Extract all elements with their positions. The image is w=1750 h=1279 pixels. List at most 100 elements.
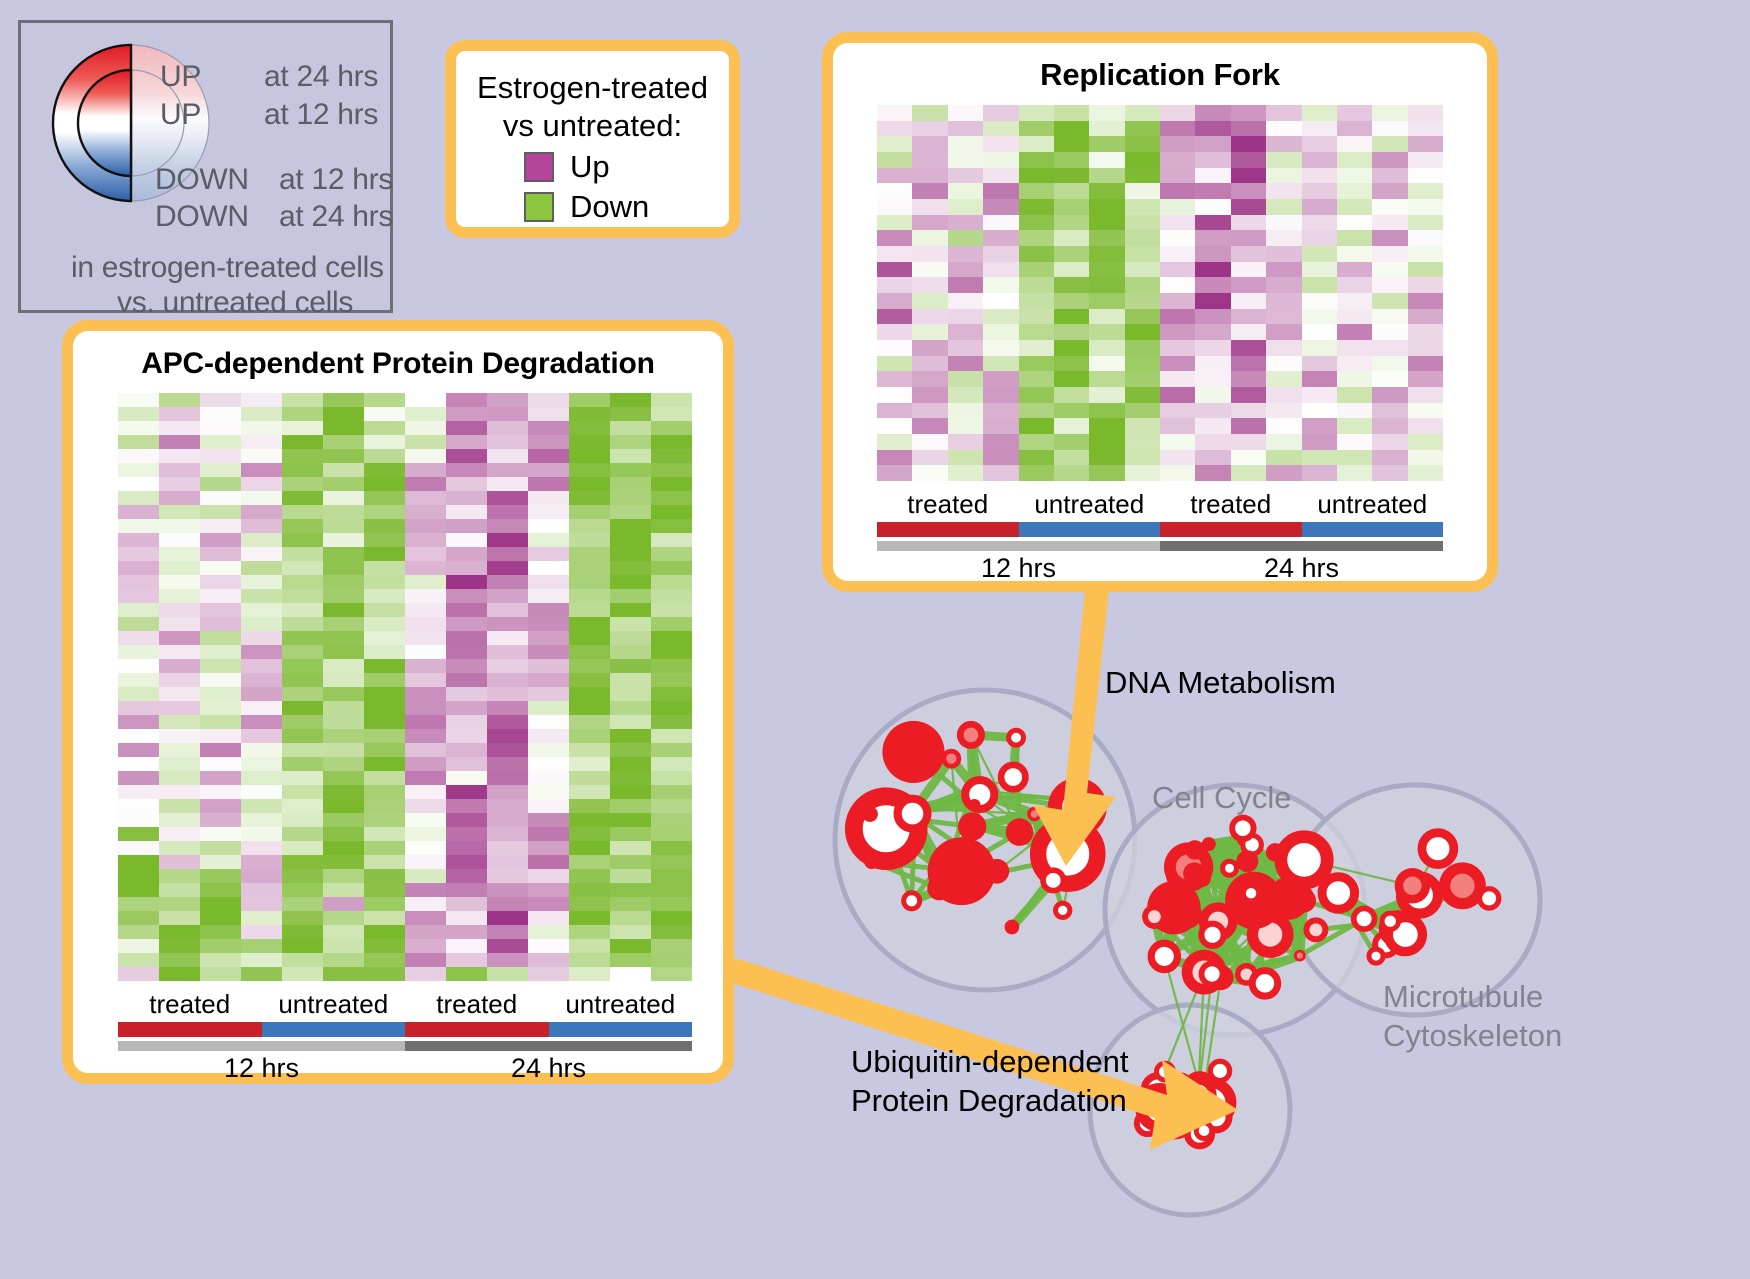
apc-annotations: treated untreated treated untreated 12 h…: [118, 989, 692, 1084]
heatmap-cell: [1124, 434, 1160, 450]
heatmap-cell: [983, 371, 1019, 387]
heatmap-cell: [912, 230, 948, 246]
heatmap-cell: [241, 575, 282, 589]
heatmap-cell: [877, 293, 913, 309]
rf-group-1: untreated: [1034, 489, 1145, 519]
heatmap-cell: [446, 449, 487, 463]
heatmap-cell: [610, 687, 651, 701]
heatmap-cell: [323, 813, 364, 827]
heatmap-cell: [1195, 293, 1231, 309]
heatmap-cell: [1160, 277, 1196, 293]
heatmap-cell: [1018, 434, 1054, 450]
heatmap-cell: [569, 869, 610, 883]
heatmap-cell: [200, 869, 241, 883]
heatmap-cell: [651, 659, 692, 673]
heatmap-cell: [241, 631, 282, 645]
apc-title: APC-dependent Protein Degradation: [141, 347, 655, 380]
heatmap-cell: [610, 645, 651, 659]
heatmap-cell: [1195, 402, 1231, 419]
heatmap-cell: [947, 355, 984, 372]
heatmap-cell: [241, 869, 282, 883]
heatmap-cell: [1266, 261, 1302, 278]
heatmap-cell: [983, 152, 1019, 168]
heatmap-cell: [651, 449, 692, 463]
heatmap-cell: [569, 463, 610, 477]
heatmap-cell: [1266, 324, 1302, 340]
heatmap-cell: [651, 463, 692, 477]
heatmap-cell: [1089, 214, 1125, 231]
apc-treatment-bar: [118, 1022, 692, 1037]
heatmap-cell: [159, 911, 200, 925]
heatmap-cell: [569, 477, 610, 491]
heatmap-cell: [364, 827, 405, 841]
heatmap-cell: [528, 603, 569, 617]
heatmap-cell: [364, 911, 405, 925]
heatmap-cell: [1195, 324, 1231, 340]
network-node-core: [1008, 923, 1016, 931]
heatmap-cell: [1124, 277, 1160, 293]
heatmap-cell: [947, 324, 984, 340]
heatmap-cell: [1266, 340, 1302, 356]
heatmap-cell: [364, 561, 405, 575]
heatmap-cell: [118, 477, 159, 491]
heatmap-cell: [1018, 340, 1054, 356]
heatmap-cell: [610, 883, 651, 897]
heatmap-cell: [282, 939, 323, 953]
heatmap-cell: [446, 771, 487, 785]
heatmap-cell: [651, 491, 692, 505]
heatmap-cell: [405, 659, 446, 673]
heatmap-cell: [947, 449, 984, 466]
heatmap-cell: [1160, 261, 1196, 278]
heatmap-cell: [610, 841, 651, 855]
heatmap-cell: [200, 519, 241, 533]
heatmap-cell: [323, 897, 364, 911]
heatmap-cell: [446, 505, 487, 519]
heatmap-cell: [912, 136, 948, 152]
heatmap-cell: [282, 715, 323, 729]
network-node-core: [1188, 867, 1201, 880]
heatmap-cell: [610, 421, 651, 435]
heatmap-cell: [528, 841, 569, 855]
heatmap-cell: [364, 617, 405, 631]
heatmap-cell: [912, 277, 948, 293]
heatmap-cell: [200, 967, 241, 981]
heatmap-cell: [241, 673, 282, 687]
heatmap-cell: [487, 813, 528, 827]
heatmap-cell: [1053, 340, 1090, 356]
heatmap-cell: [651, 547, 692, 561]
heatmap-cell: [487, 841, 528, 855]
heatmap-cell: [405, 589, 446, 603]
heatmap-cell: [323, 407, 364, 421]
heatmap-cell: [651, 687, 692, 701]
heatmap-cell: [528, 435, 569, 449]
heatmap-cell: [947, 105, 984, 121]
heatmap-cell: [159, 827, 200, 841]
heatmap-cell: [528, 407, 569, 421]
heatmap-cell: [610, 799, 651, 813]
heatmap-cell: [1089, 183, 1125, 199]
heatmap-cell: [1336, 402, 1373, 419]
heatmap-cell: [1160, 136, 1196, 152]
heatmap-cell: [1266, 246, 1302, 262]
heatmap-cell: [528, 659, 569, 673]
heatmap-cell: [1266, 183, 1302, 199]
heatmap-cell: [241, 701, 282, 715]
heatmap-cell: [405, 561, 446, 575]
network-node: [1193, 1120, 1215, 1142]
rf-treated-bar-1: [877, 522, 1019, 537]
rf-12hrs-bar: [877, 541, 1160, 551]
heatmap-cell: [1336, 214, 1373, 231]
heatmap-cell: [241, 897, 282, 911]
network-node-core: [1450, 873, 1475, 899]
heatmap-cell: [159, 729, 200, 743]
heatmap-cell: [1372, 371, 1408, 387]
heatmap-cell: [651, 519, 692, 533]
heatmap-cell: [200, 813, 241, 827]
heatmap-cell: [241, 729, 282, 743]
heatmap-cell: [282, 575, 323, 589]
heatmap-cell: [1372, 246, 1408, 262]
heatmap-cell: [1372, 183, 1408, 199]
heatmap-cell: [118, 547, 159, 561]
heatmap-cell: [1301, 324, 1337, 340]
heatmap-cell: [1089, 152, 1125, 168]
